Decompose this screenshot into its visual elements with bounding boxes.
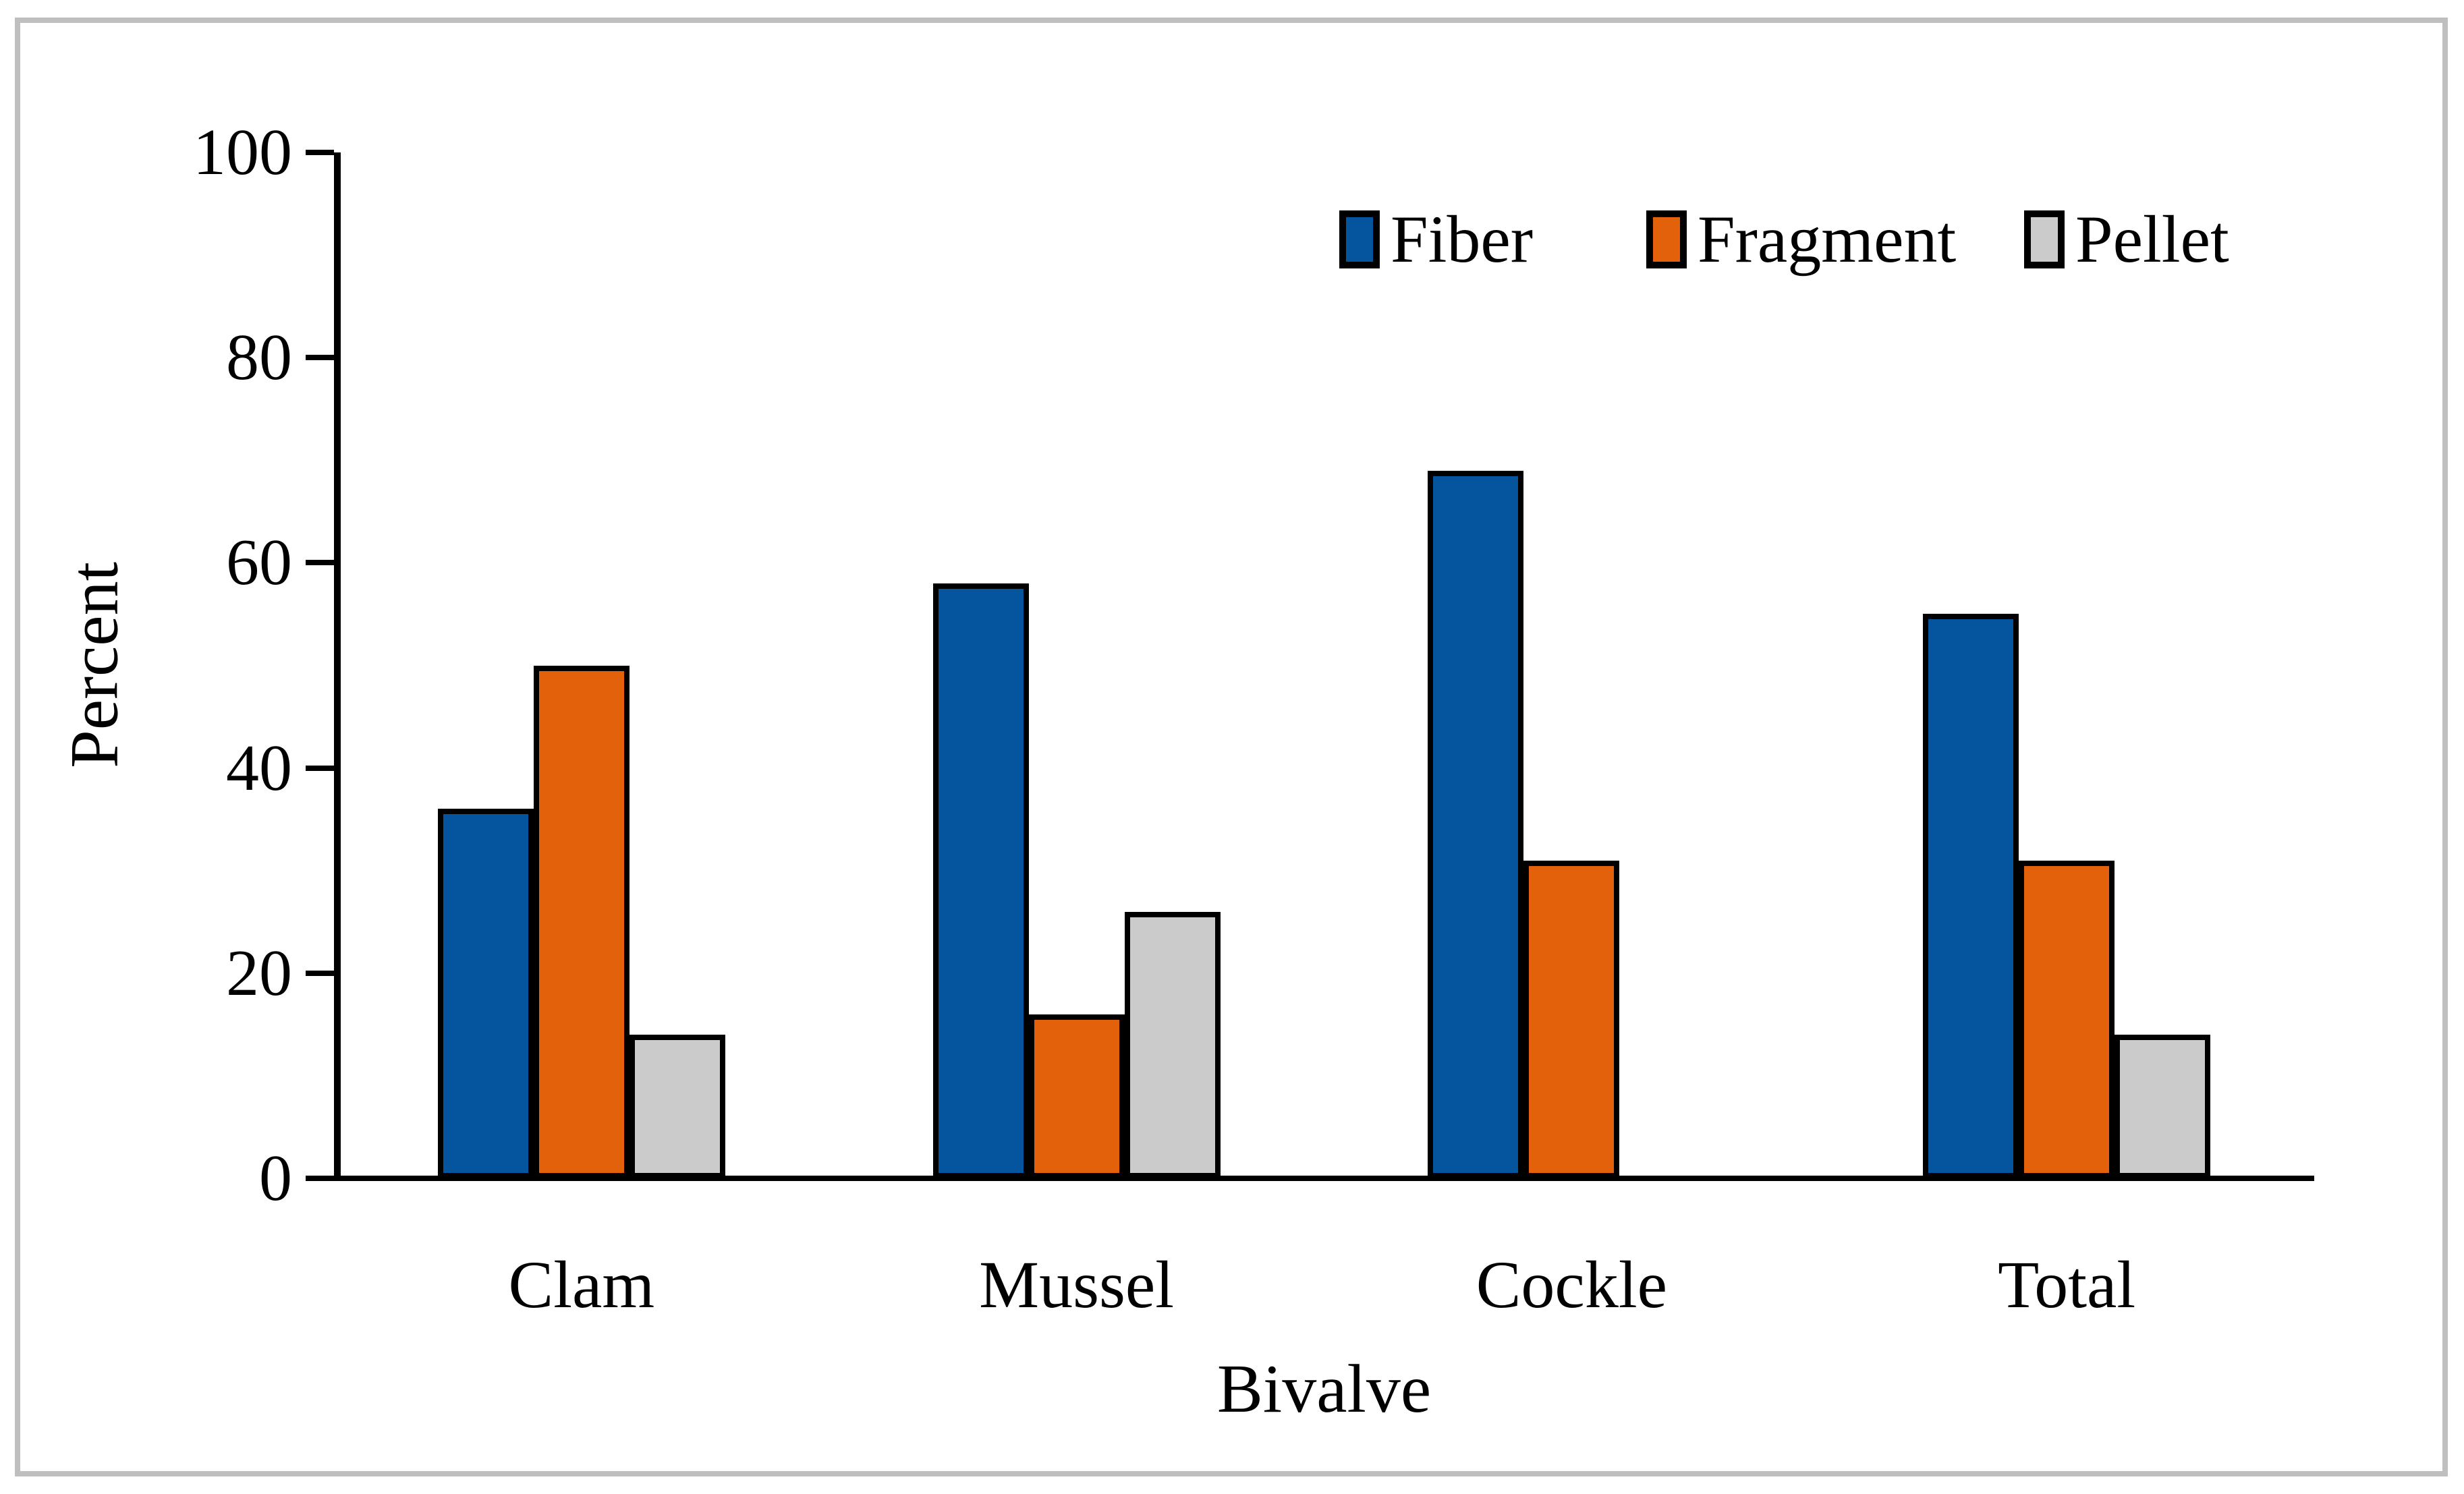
y-tick-mark-100 <box>306 150 334 155</box>
bar-clam-fiber <box>437 809 534 1178</box>
bar-clam-pellet <box>629 1035 725 1178</box>
bar-clam-fragment <box>533 665 629 1178</box>
bar-mussel-fiber <box>932 583 1029 1178</box>
legend-swatch-pellet <box>2024 210 2065 268</box>
bar-total-fiber <box>1923 614 2019 1178</box>
y-tick-label-60: 60 <box>226 526 292 600</box>
x-category-label-total: Total <box>1998 1247 2136 1322</box>
legend-item-fragment: Fragment <box>1646 202 1956 277</box>
legend-item-pellet: Pellet <box>2024 202 2229 277</box>
legend-item-fiber: Fiber <box>1339 202 1533 277</box>
legend-label-pellet: Pellet <box>2075 202 2229 277</box>
bar-total-fragment <box>2019 860 2115 1178</box>
legend-swatch-fiber <box>1339 210 1380 268</box>
x-category-label-cockle: Cockle <box>1476 1247 1667 1322</box>
y-tick-mark-80 <box>306 355 334 361</box>
bar-cockle-fiber <box>1428 470 1524 1178</box>
y-tick-label-0: 0 <box>259 1142 292 1215</box>
y-tick-label-100: 100 <box>193 116 292 189</box>
legend-label-fiber: Fiber <box>1391 202 1534 277</box>
y-tick-label-40: 40 <box>226 731 292 805</box>
x-category-label-clam: Clam <box>508 1247 655 1322</box>
y-tick-label-80: 80 <box>226 321 292 395</box>
x-axis-line <box>334 1176 2314 1181</box>
y-tick-mark-60 <box>306 560 334 566</box>
legend-swatch-fragment <box>1646 210 1687 268</box>
x-axis-title: Bivalve <box>1216 1351 1432 1427</box>
y-tick-mark-0 <box>306 1176 334 1181</box>
y-tick-mark-20 <box>306 970 334 976</box>
y-tick-label-20: 20 <box>226 936 292 1010</box>
bar-total-pellet <box>2115 1035 2211 1178</box>
x-category-label-mussel: Mussel <box>979 1247 1175 1322</box>
bar-mussel-pellet <box>1124 911 1221 1178</box>
y-axis-line <box>334 152 341 1178</box>
plot-area <box>334 152 2314 1181</box>
bar-cockle-fragment <box>1523 860 1620 1178</box>
figure-border <box>15 18 2448 1476</box>
y-tick-mark-40 <box>306 765 334 771</box>
bar-mussel-fragment <box>1028 1014 1125 1178</box>
legend-label-fragment: Fragment <box>1698 202 1957 277</box>
